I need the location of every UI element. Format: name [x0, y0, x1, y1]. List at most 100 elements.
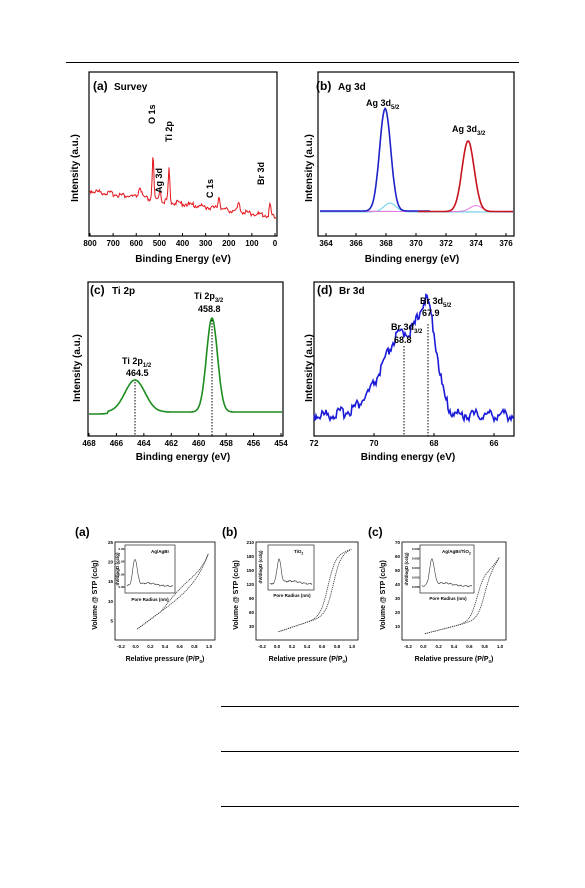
x-tick-label: 0.8 — [482, 644, 489, 649]
inset-y-tick-label: 0.0020 — [412, 557, 422, 561]
inset-frame — [267, 544, 315, 591]
x-tick-label: 464 — [137, 439, 151, 448]
x-tick-label: 468 — [82, 439, 96, 448]
x-tick-label: 460 — [192, 439, 206, 448]
inset-y-label: dV/dlogD (cc/g) — [258, 550, 263, 584]
x-axis-label: Binding energy (eV) — [136, 452, 230, 463]
x-tick-label: 376 — [499, 239, 513, 248]
x-tick-label: 0.4 — [451, 644, 458, 649]
x-tick-label: 1.0 — [349, 644, 356, 649]
peak-label-ti2p: Ti 2p — [164, 121, 174, 142]
y-tick-label: 90 — [249, 596, 255, 601]
y-tick-label: 30 — [395, 596, 401, 601]
y-tick-label: 10 — [108, 599, 114, 604]
inset-y-tick-label: 0.0025 — [412, 547, 422, 551]
y-tick-label: 60 — [249, 610, 255, 615]
bet-isotherm-c: (c) Volume @ STP (cc/g) -0.2 0.0 0.2 0.4 0.6… — [368, 525, 507, 664]
peak-label-ti2p32: Ti 2p3/2 — [194, 291, 224, 304]
x-axis-label: Relative pressure (P/P0) — [126, 656, 205, 664]
y-tick-label: 15 — [108, 579, 114, 584]
y-tick-label: 40 — [395, 582, 401, 587]
x-tick-label: 368 — [379, 239, 393, 248]
y-axis-label: Intensity (a.u.) — [70, 134, 81, 202]
panel-title: Ti 2p — [112, 286, 135, 297]
x-tick-label: 364 — [319, 239, 333, 248]
x-tick-label: 0.0 — [274, 644, 281, 649]
x-axis-label: Binding energy (eV) — [365, 254, 459, 265]
top-rule — [66, 62, 519, 63]
inset-title: Ag/AgBr — [151, 549, 169, 554]
x-tick-label: 0.0 — [420, 644, 427, 649]
peak-label-ag3d52: Ag 3d5/2 — [366, 98, 400, 111]
x-tick-labels: 468 466 464 462 460 458 456 454 — [82, 433, 288, 448]
y-tick-label: 180 — [246, 554, 254, 559]
x-tick-label: 200 — [222, 239, 236, 248]
bet-isotherm-a: (a) Volume @ STP (cc/g) -0.2 0.0 0.2 0.4 0.6… — [75, 525, 216, 664]
x-tick-label: 72 — [310, 439, 319, 448]
inset-y-tick-label: 0.000 — [118, 585, 126, 589]
panel-label: (a) — [75, 525, 90, 539]
inset-y-tick-label: 0.0005 — [412, 585, 422, 589]
plot-frame — [255, 541, 359, 641]
x-tick-label: 400 — [176, 239, 190, 248]
x-tick-label: 0.0 — [133, 644, 140, 649]
x-tick-label: 100 — [245, 239, 259, 248]
x-tick-label: -0.2 — [117, 644, 125, 649]
br3d-spectrum — [313, 293, 515, 424]
x-axis-label: Relative pressure (P/P0) — [269, 656, 348, 664]
inset-x-label: Pore Radius (nm) — [273, 593, 311, 598]
x-tick-label: 0.8 — [334, 644, 341, 649]
desorption-curve — [278, 548, 352, 633]
y-tick-label: 25 — [108, 540, 114, 545]
panel-label: (c) — [368, 525, 383, 539]
x-axis-label: Binding energy (eV) — [361, 452, 455, 463]
x-tick-label: 0.6 — [466, 644, 473, 649]
x-tick-label: 370 — [409, 239, 423, 248]
x-tick-label: 1.0 — [206, 644, 213, 649]
peak-value-ti2p12: 464.5 — [126, 368, 149, 378]
y-tick-label: 5 — [110, 618, 113, 623]
y-tick-label: 30 — [249, 624, 255, 629]
x-tick-label: 800 — [83, 239, 97, 248]
x-tick-label: 0.2 — [289, 644, 296, 649]
xps-ag3d-chart: Intensity (a.u.) (b) Ag 3d 364 366 368 370 3… — [304, 71, 515, 265]
panel-label: (c) — [90, 283, 105, 297]
y-axis-label: Intensity (a.u.) — [304, 334, 315, 402]
peak-value-ti2p32: 458.8 — [198, 304, 221, 314]
x-tick-label: -0.2 — [258, 644, 266, 649]
panel-title: Ag 3d — [338, 82, 366, 93]
x-tick-label: 0.8 — [191, 644, 198, 649]
y-tick-label: 70 — [395, 540, 401, 545]
ti2p-spectrum — [89, 317, 282, 415]
x-tick-label: 70 — [370, 439, 379, 448]
plot-frame — [313, 281, 515, 437]
x-tick-label: 700 — [106, 239, 120, 248]
inset-frame — [419, 544, 475, 594]
spectrum-ag3d52 — [320, 107, 430, 212]
peak-label-ag3d32: Ag 3d3/2 — [452, 124, 486, 137]
x-tick-label: 300 — [199, 239, 213, 248]
y-tick-label: 20 — [108, 560, 114, 565]
inset-pore-curve — [421, 558, 473, 588]
peak-label-br3d52: Br 3d5/2 — [420, 296, 452, 309]
x-tick-label: 0 — [273, 239, 278, 248]
y-axis-label: Volume @ STP (cc/g) — [233, 560, 240, 630]
inset-pore-curve — [126, 559, 174, 587]
x-axis-label: Relative pressure (P/P0) — [415, 656, 494, 664]
inset-y-tick-label: 0.0015 — [412, 566, 422, 570]
x-tick-label: -0.2 — [404, 644, 412, 649]
x-tick-labels: 800 700 600 500 400 300 200 100 0 — [83, 233, 278, 248]
y-tick-label: 10 — [395, 624, 401, 629]
inset-y-tick-label: 0.003 — [118, 547, 126, 551]
y-axis-label: Volume @ STP (cc/g) — [380, 560, 387, 630]
desorption-curve — [136, 553, 209, 630]
x-tick-label: 372 — [439, 239, 453, 248]
x-tick-label: 466 — [110, 439, 124, 448]
panel-title: Br 3d — [339, 286, 365, 297]
peak-value-br3d52: 67.9 — [422, 308, 440, 318]
peak-label-br3d32: Br 3d3/2 — [391, 322, 423, 335]
x-tick-label: 0.4 — [162, 644, 169, 649]
y-tick-label: 50 — [395, 568, 401, 573]
x-tick-label: 0.6 — [177, 644, 184, 649]
plot-frame — [87, 281, 284, 437]
